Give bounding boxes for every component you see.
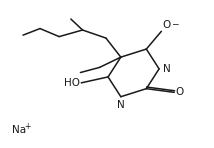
Text: Na: Na xyxy=(12,126,27,135)
Text: O: O xyxy=(162,20,171,30)
Text: O: O xyxy=(175,87,183,97)
Text: N: N xyxy=(117,100,125,110)
Text: N: N xyxy=(163,64,171,74)
Text: HO: HO xyxy=(64,78,80,88)
Text: +: + xyxy=(24,122,30,131)
Text: −: − xyxy=(171,19,178,28)
